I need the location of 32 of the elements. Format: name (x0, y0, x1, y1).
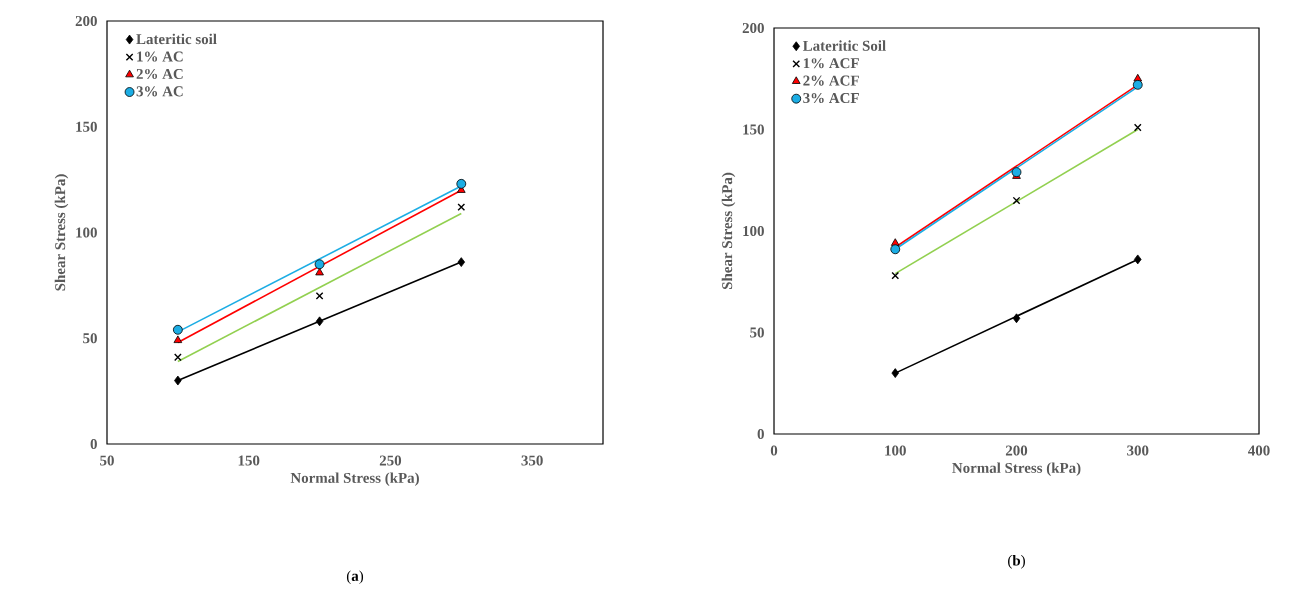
y-tick-label: 0 (757, 428, 764, 440)
y-tick-label: 100 (76, 227, 97, 238)
legend-label: Lateritic Soil (802, 40, 886, 51)
x-tick-label: 100 (885, 445, 906, 456)
y-tick-label: 200 (742, 22, 764, 34)
x-tick-label: 150 (238, 455, 260, 466)
y-tick-label: 50 (750, 327, 764, 338)
y-tick-label: 100 (743, 225, 764, 237)
x-tick-label: 0 (770, 445, 778, 456)
y-tick-label: 150 (743, 124, 764, 135)
legend-label: 2% ACF (803, 75, 859, 86)
y-tick-label: 50 (83, 333, 97, 344)
legend-label: 2% AC (136, 68, 183, 80)
x-axis-title: Normal Stress (kPa) (290, 472, 419, 486)
text: (a) (346, 570, 364, 585)
x-tick-label: 200 (1005, 445, 1028, 456)
text: (b) (1008, 555, 1025, 569)
x-tick-label: 400 (1248, 445, 1270, 456)
y-tick-label: 150 (76, 121, 97, 132)
x-axis-title: Normal Stress (kPa) (952, 462, 1081, 476)
x-tick-label: 350 (521, 455, 543, 466)
y-tick-label: 200 (75, 15, 97, 27)
legend-label: 3% ACF (803, 92, 859, 104)
x-tick-label: 300 (1127, 445, 1149, 456)
x-tick-label: 50 (100, 455, 114, 466)
legend-label: 1% AC (137, 51, 183, 62)
y-axis-title: Shear Stress (kPa) (721, 172, 736, 290)
legend-label: Lateritic soil (136, 33, 217, 45)
legend-label: 3% AC (136, 86, 183, 97)
y-axis-title: Shear Stress (kPa) (54, 174, 69, 291)
legend-label: 1% ACF (803, 58, 859, 69)
x-tick-label: 250 (379, 455, 402, 466)
